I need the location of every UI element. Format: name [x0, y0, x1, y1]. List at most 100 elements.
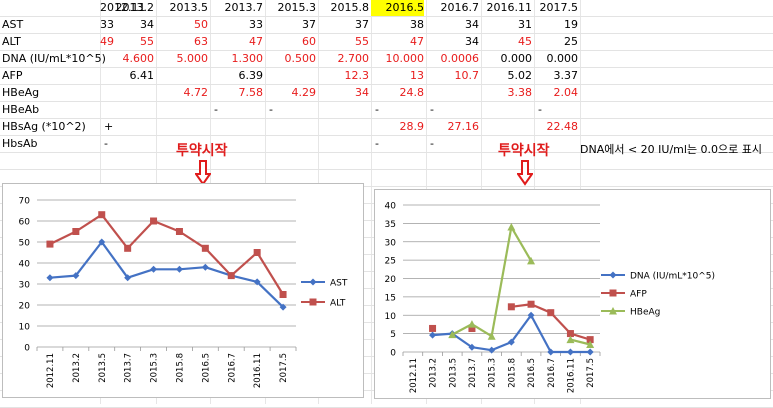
- data-cell[interactable]: 0.000: [481, 51, 532, 67]
- data-cell[interactable]: 7.58: [210, 85, 263, 101]
- data-cell[interactable]: -: [102, 136, 158, 152]
- x-tick-label: 2015.8: [175, 353, 185, 383]
- data-cell[interactable]: -: [212, 102, 267, 118]
- y-tick-label: 15: [385, 293, 396, 303]
- data-cell[interactable]: 24.8: [371, 85, 424, 101]
- row-label[interactable]: AFP: [0, 68, 102, 84]
- data-cell[interactable]: 3.38: [481, 85, 532, 101]
- data-cell[interactable]: 3.37: [534, 68, 578, 84]
- legend-label: ALT: [330, 299, 346, 309]
- column-header[interactable]: 2015.3: [265, 0, 316, 16]
- data-cell[interactable]: 4.72: [156, 85, 208, 101]
- row-label[interactable]: AST: [0, 17, 102, 33]
- data-cell[interactable]: 34: [426, 17, 479, 33]
- data-cell[interactable]: -: [536, 102, 582, 118]
- column-header[interactable]: 2013.7: [210, 0, 263, 16]
- series-line: [231, 276, 257, 282]
- data-cell[interactable]: 37: [265, 17, 316, 33]
- data-cell[interactable]: 47: [210, 34, 263, 50]
- x-tick-label: 2013.7: [124, 353, 134, 383]
- x-tick-label: 2013.5: [448, 358, 458, 388]
- data-point: [310, 299, 317, 306]
- data-cell[interactable]: 34: [426, 34, 479, 50]
- data-point: [507, 223, 515, 231]
- data-cell[interactable]: 38: [371, 17, 424, 33]
- start-label-left: 투약시작: [176, 140, 228, 160]
- data-cell[interactable]: 50: [156, 17, 208, 33]
- series-line: [492, 227, 512, 336]
- data-point: [310, 279, 317, 286]
- data-cell[interactable]: 5.02: [481, 68, 532, 84]
- data-cell[interactable]: 55: [100, 34, 154, 50]
- data-cell[interactable]: 34: [100, 17, 154, 33]
- column-header[interactable]: 2016.11: [481, 0, 532, 16]
- row-label[interactable]: HBeAg: [0, 85, 102, 101]
- data-cell[interactable]: 34: [318, 85, 369, 101]
- data-cell[interactable]: 31: [481, 17, 532, 33]
- row-label[interactable]: HbsAb: [0, 136, 102, 152]
- data-cell[interactable]: 22.48: [534, 119, 578, 135]
- y-tick-label: 10: [19, 323, 31, 333]
- data-cell[interactable]: -: [373, 102, 428, 118]
- data-cell[interactable]: 33: [210, 17, 263, 33]
- data-cell[interactable]: -: [267, 102, 320, 118]
- data-cell[interactable]: 27.16: [426, 119, 479, 135]
- y-tick-label: 70: [19, 197, 31, 207]
- data-point: [150, 218, 157, 225]
- column-header[interactable]: 2015.8: [318, 0, 369, 16]
- data-cell[interactable]: 10.000: [371, 51, 424, 67]
- data-cell[interactable]: 37: [318, 17, 369, 33]
- data-cell[interactable]: 12.3: [318, 68, 369, 84]
- data-point: [528, 301, 535, 308]
- data-cell[interactable]: +: [102, 119, 158, 135]
- data-point: [587, 349, 594, 356]
- data-cell[interactable]: 13: [371, 68, 424, 84]
- data-cell[interactable]: 25: [534, 34, 578, 50]
- data-cell[interactable]: 10.7: [426, 68, 479, 84]
- data-cell[interactable]: 19: [534, 17, 578, 33]
- data-cell[interactable]: 6.39: [210, 68, 263, 84]
- data-cell[interactable]: 1.300: [210, 51, 263, 67]
- data-cell[interactable]: -: [428, 136, 483, 152]
- data-cell[interactable]: 4.29: [265, 85, 316, 101]
- column-header[interactable]: 2013.2: [100, 0, 154, 16]
- data-cell[interactable]: 2.04: [534, 85, 578, 101]
- column-header[interactable]: 2017.5: [534, 0, 578, 16]
- series-line: [492, 342, 512, 350]
- data-cell[interactable]: 0.0006: [426, 51, 479, 67]
- data-cell[interactable]: 5.000: [156, 51, 208, 67]
- legend-item: AST: [301, 279, 348, 289]
- row-label[interactable]: HBsAg (*10^2): [0, 119, 102, 135]
- data-point: [98, 211, 105, 218]
- data-point: [547, 309, 554, 316]
- data-cell[interactable]: 4.600: [100, 51, 154, 67]
- data-cell[interactable]: 63: [156, 34, 208, 50]
- y-tick-label: 5: [390, 330, 396, 340]
- data-cell[interactable]: 6.41: [100, 68, 154, 84]
- column-header[interactable]: 2013.5: [156, 0, 208, 16]
- row-label[interactable]: HBeAb: [0, 102, 102, 118]
- data-point: [508, 303, 515, 310]
- data-cell[interactable]: 60: [265, 34, 316, 50]
- data-cell[interactable]: 47: [371, 34, 424, 50]
- data-cell[interactable]: 28.9: [371, 119, 424, 135]
- data-point: [46, 241, 53, 248]
- x-tick-label: 2013.5: [98, 353, 108, 383]
- data-cell[interactable]: -: [373, 136, 428, 152]
- data-cell[interactable]: -: [428, 102, 483, 118]
- data-cell[interactable]: 2.700: [318, 51, 369, 67]
- row-label[interactable]: ALT: [0, 34, 102, 50]
- column-header[interactable]: 2016.7: [426, 0, 479, 16]
- column-header[interactable]: 2016.5: [371, 0, 424, 16]
- data-cell[interactable]: 0.000: [534, 51, 578, 67]
- row-label[interactable]: DNA (IU/mL*10^5): [0, 51, 102, 67]
- data-cell[interactable]: 0.500: [265, 51, 316, 67]
- x-tick-label: 2015.3: [150, 353, 160, 383]
- data-point: [150, 266, 157, 273]
- data-point: [124, 245, 131, 252]
- data-cell[interactable]: 45: [481, 34, 532, 50]
- y-tick-label: 10: [385, 312, 397, 322]
- data-cell[interactable]: 55: [318, 34, 369, 50]
